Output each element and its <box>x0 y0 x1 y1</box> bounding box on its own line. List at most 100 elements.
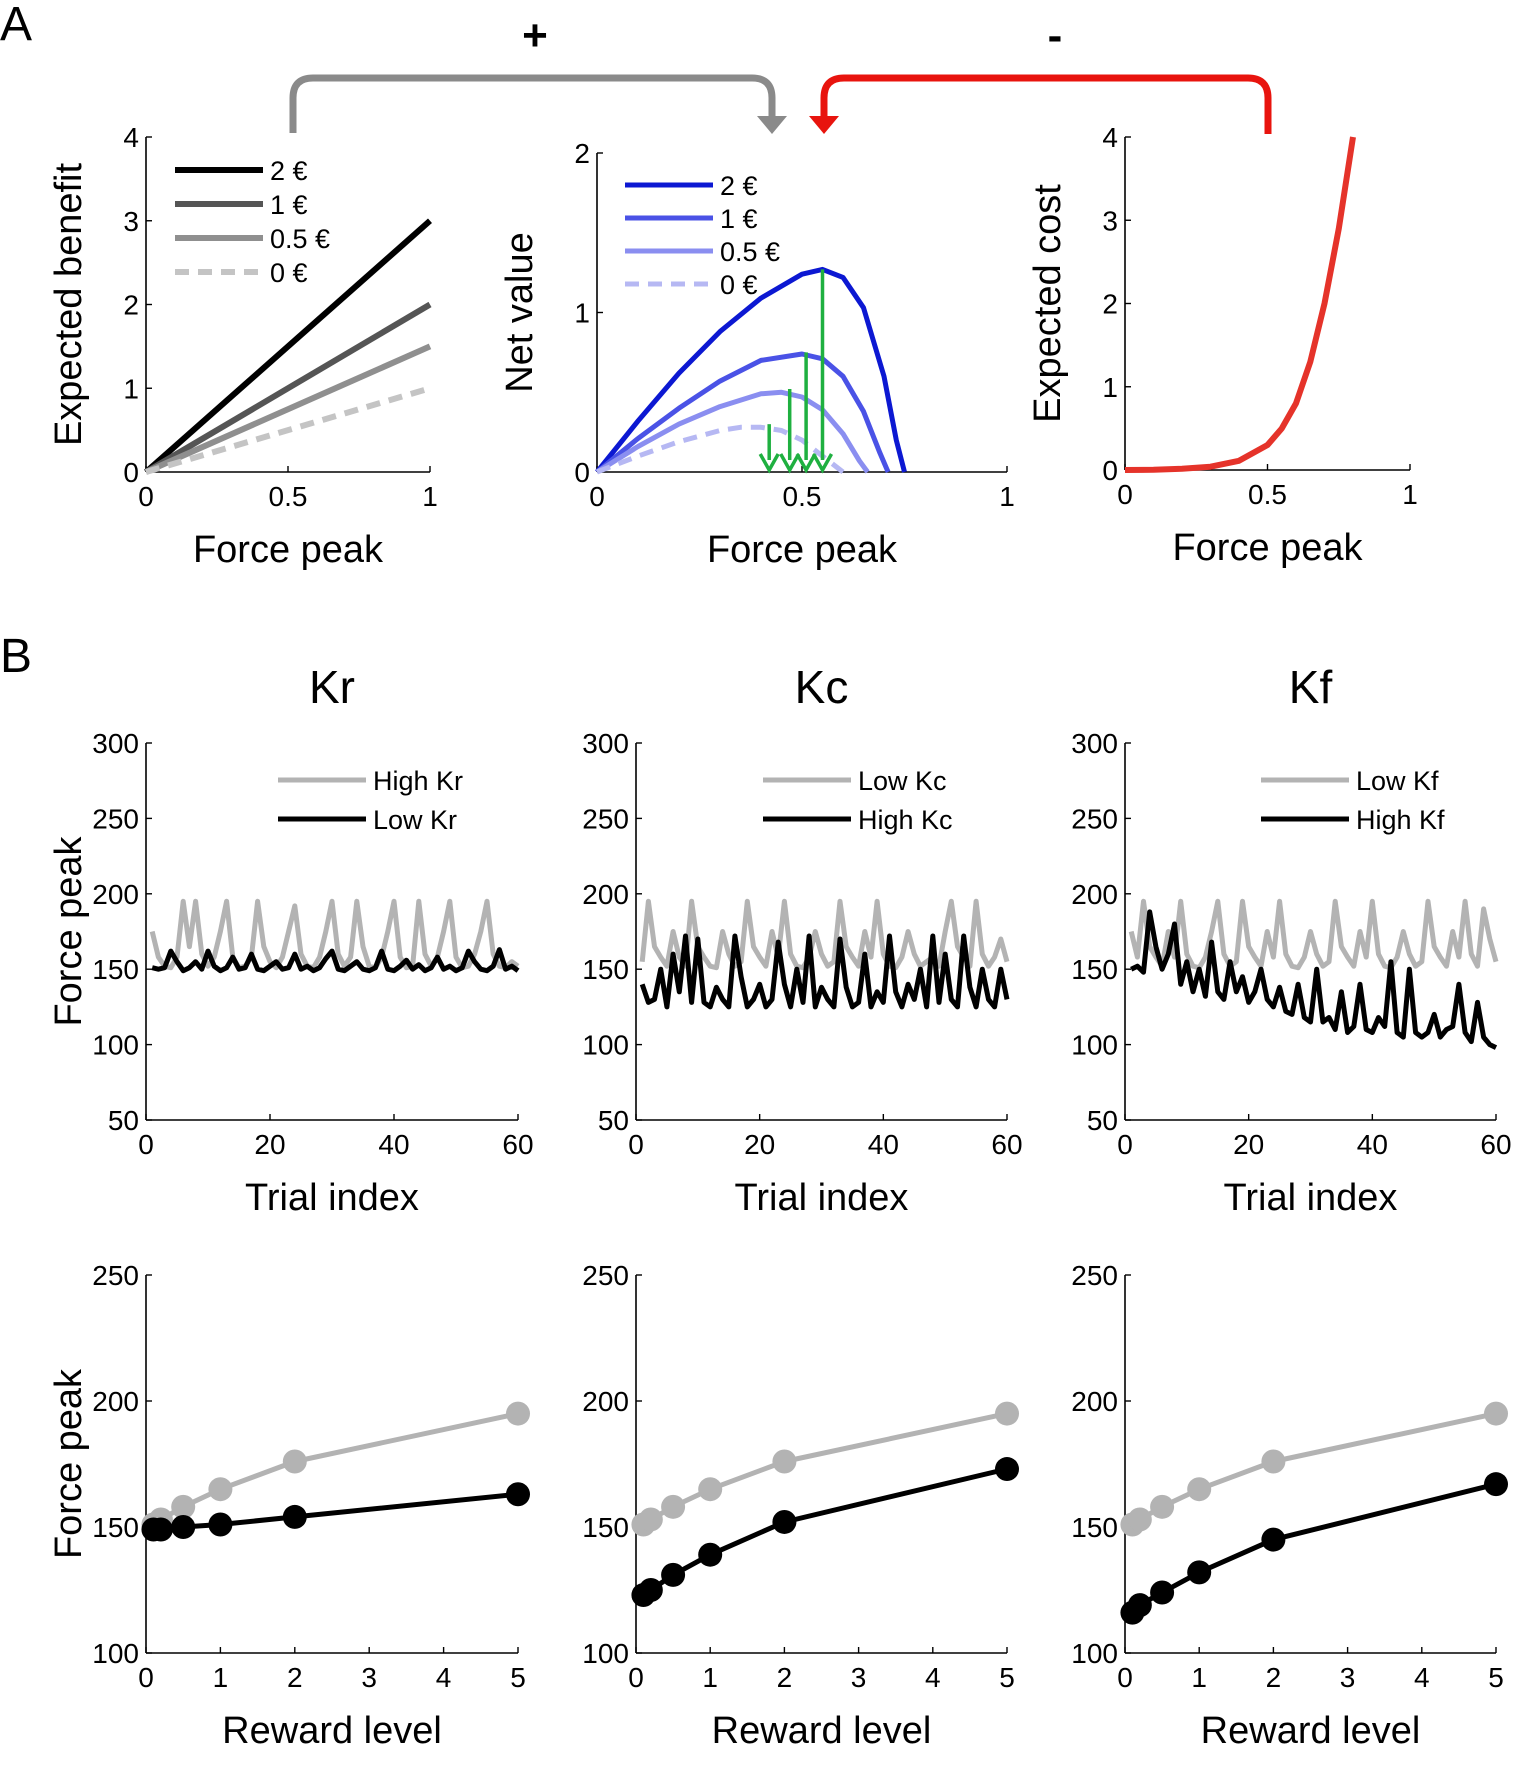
series-line <box>639 898 1010 971</box>
x-tick-label: 20 <box>1233 1129 1264 1160</box>
optimum-arrowhead <box>795 453 817 474</box>
x-axis-label: Reward level <box>222 1710 442 1752</box>
chart-title: Kc <box>795 661 849 713</box>
data-point <box>638 1507 663 1532</box>
data-point <box>506 1401 530 1426</box>
legend-label: 0.5 € <box>270 224 330 254</box>
x-tick-label: 5 <box>1488 1662 1504 1693</box>
y-tick-label: 50 <box>1087 1105 1118 1136</box>
series-line <box>1130 1411 1497 1527</box>
x-tick-label: 0 <box>1117 1662 1133 1693</box>
x-tick-label: 0 <box>138 1129 154 1160</box>
x-tick-label: 1 <box>702 1662 718 1693</box>
chart-a1: 0 1 2 3 4 0 0.5 1 Force peak Expected benefit 2 € 1… <box>48 122 438 571</box>
legend-label: High Kf <box>1356 805 1445 835</box>
y-tick-label: 0 <box>1102 455 1118 486</box>
x-tick-label: 1 <box>1191 1662 1207 1693</box>
x-axis-label: Force peak <box>193 529 384 571</box>
series-line <box>144 343 432 475</box>
series-line <box>151 947 520 974</box>
series-line <box>1130 909 1498 1050</box>
y-tick-label: 250 <box>582 1260 629 1291</box>
legend-label: 1 € <box>720 204 758 234</box>
x-tick-label: 40 <box>1357 1129 1388 1160</box>
chart-a3: 0 1 2 3 4 0 0.5 1 Force peak Expected cost <box>1027 122 1418 569</box>
y-tick-label: 0 <box>123 457 139 488</box>
data-point <box>1187 1477 1212 1502</box>
y-tick-label: 150 <box>582 1512 629 1543</box>
legend-label: Low Kf <box>1356 766 1439 796</box>
cost-to-value-connector <box>820 74 1272 134</box>
y-tick-label: 200 <box>582 879 629 910</box>
y-tick-label: 300 <box>92 728 139 759</box>
x-tick-label: 1 <box>422 481 438 512</box>
data-point <box>698 1542 723 1567</box>
y-tick-label: 1 <box>574 298 590 329</box>
data-point <box>1150 1494 1175 1519</box>
x-axis-label: Force peak <box>1172 527 1363 569</box>
y-tick-label: 250 <box>92 803 139 834</box>
y-tick-label: 150 <box>1071 954 1118 985</box>
y-axis-label: Net value <box>499 232 541 393</box>
data-point <box>995 1401 1019 1426</box>
series-line <box>144 301 432 475</box>
series-line <box>1124 136 1356 473</box>
x-tick-label: 40 <box>868 1129 899 1160</box>
legend-label: 1 € <box>270 190 308 220</box>
x-tick-label: 1 <box>213 1662 229 1693</box>
data-point <box>1484 1472 1508 1497</box>
x-tick-label: 20 <box>254 1129 285 1160</box>
y-tick-label: 4 <box>1102 122 1118 153</box>
y-axis-label: Force peak <box>48 1368 90 1559</box>
chart-b4: 100 150 200 250 0 1 2 3 4 5 Reward level Force peak <box>48 1260 530 1752</box>
series-line <box>595 389 870 475</box>
x-tick-label: 5 <box>510 1662 526 1693</box>
plus-sign: + <box>522 11 548 60</box>
x-tick-label: 60 <box>502 1129 533 1160</box>
chart-title: Kf <box>1289 661 1333 713</box>
data-point <box>506 1482 530 1507</box>
y-tick-label: 200 <box>582 1386 629 1417</box>
y-tick-label: 300 <box>1071 728 1118 759</box>
x-tick-label: 1 <box>999 481 1015 512</box>
data-point <box>171 1494 196 1519</box>
x-tick-label: 0.5 <box>1248 479 1287 510</box>
x-tick-label: 2 <box>287 1662 303 1693</box>
y-tick-label: 50 <box>108 1105 139 1136</box>
series-line <box>639 933 1010 1010</box>
y-tick-label: 100 <box>1071 1030 1118 1061</box>
y-tick-label: 200 <box>1071 879 1118 910</box>
data-point <box>1261 1527 1286 1552</box>
series-line <box>595 351 891 474</box>
data-point <box>698 1477 723 1502</box>
y-tick-label: 3 <box>123 206 139 237</box>
y-tick-label: 100 <box>92 1030 139 1061</box>
y-tick-label: 200 <box>1071 1386 1118 1417</box>
legend-label: High Kc <box>858 805 953 835</box>
series-line <box>151 1411 519 1527</box>
y-tick-label: 2 <box>123 290 139 321</box>
series-line <box>595 266 907 474</box>
y-axis-label: Expected cost <box>1027 184 1069 423</box>
y-tick-label: 150 <box>1071 1512 1118 1543</box>
y-tick-label: 200 <box>92 1386 139 1417</box>
legend-label: Low Kr <box>373 805 457 835</box>
data-point <box>171 1515 196 1539</box>
x-tick-label: 0 <box>628 1662 644 1693</box>
y-tick-label: 250 <box>1071 1260 1118 1291</box>
x-tick-label: 3 <box>361 1662 377 1693</box>
data-point <box>1150 1580 1175 1605</box>
y-tick-label: 250 <box>582 803 629 834</box>
data-point <box>638 1578 663 1602</box>
legend-label: Low Kc <box>858 766 947 796</box>
chart-title: Kr <box>309 661 355 713</box>
y-tick-label: 150 <box>582 954 629 985</box>
y-tick-label: 50 <box>598 1105 629 1136</box>
legend-label: High Kr <box>373 766 463 796</box>
x-tick-label: 4 <box>1414 1662 1430 1693</box>
legend-label: 0 € <box>720 270 758 300</box>
y-axis-label: Expected benefit <box>48 163 90 447</box>
y-tick-label: 2 <box>1102 289 1118 320</box>
data-point <box>1261 1449 1286 1474</box>
series-line <box>145 385 431 475</box>
